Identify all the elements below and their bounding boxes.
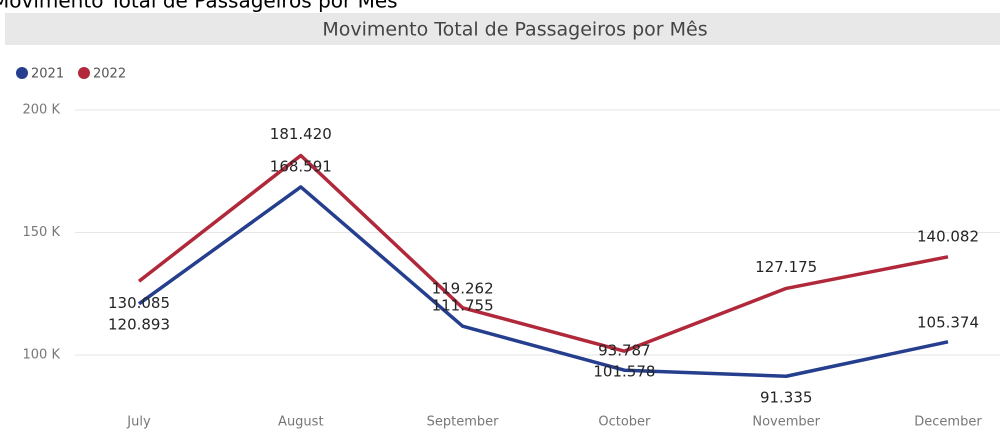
data-label: 120.893 — [108, 315, 170, 333]
data-label: 93.787 — [598, 342, 651, 360]
legend-label: 2021 — [31, 67, 64, 82]
data-label: 130.085 — [108, 294, 170, 312]
legend-label: 2022 — [93, 67, 126, 82]
x-tick-label: September — [427, 415, 500, 430]
x-tick-label: November — [752, 415, 820, 430]
y-tick-label: 100 K — [23, 348, 61, 363]
data-label: 111.755 — [432, 297, 494, 315]
data-label: 168.591 — [270, 157, 332, 175]
data-label: 91.335 — [760, 389, 813, 407]
series-line — [137, 153, 949, 353]
x-tick-label: October — [598, 415, 651, 430]
x-tick-label: July — [126, 415, 151, 430]
y-tick-label: 150 K — [23, 225, 61, 240]
legend-marker — [78, 67, 90, 79]
data-label: 140.082 — [917, 227, 979, 245]
data-label: 181.420 — [270, 125, 332, 143]
x-tick-label: December — [914, 415, 982, 430]
data-label: 105.374 — [917, 313, 979, 331]
chart-title: Movimento Total de Passageiros por Mês — [322, 19, 707, 41]
x-tick-label: August — [278, 415, 324, 430]
data-label: 127.175 — [755, 258, 817, 276]
y-tick-label: 200 K — [23, 103, 61, 118]
page-title: Movimento Total de Passageiros por Mês — [0, 0, 398, 13]
data-label: 101.578 — [593, 363, 655, 381]
legend-marker — [16, 67, 28, 79]
title-bar — [5, 13, 1000, 45]
series-line — [137, 185, 949, 378]
data-label: 119.262 — [432, 279, 494, 297]
